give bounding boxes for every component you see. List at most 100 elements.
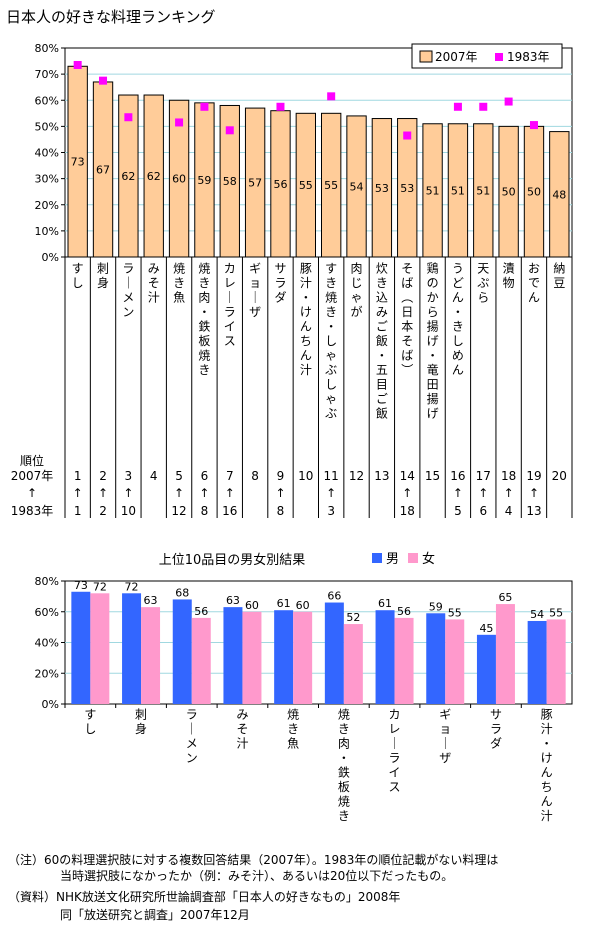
bar-value-label: 55 [324,179,338,192]
bar-male [274,610,294,704]
rank-1983: 8 [201,504,209,518]
category-label: すき焼き・しゃぶしゃぶ [325,262,337,421]
y-tick-label: 20% [35,199,59,212]
bar-2007 [473,123,494,258]
bar-male [122,593,142,704]
rank-2007: 8 [251,469,259,483]
bar-value-label: 54 [530,608,544,621]
marker-1983 [73,60,82,69]
rank-arrow: ↑ [504,486,514,500]
bar-value-label: 51 [451,184,465,197]
marker-1983 [479,102,488,111]
bar-value-label: 50 [527,186,541,199]
bar-value-label: 67 [96,163,110,176]
y-tick-label: 30% [35,173,59,186]
rank-header: ↑ [27,486,37,500]
rank-2007: 20 [552,469,567,483]
bar-2007 [498,125,519,258]
bar-female [343,624,363,704]
rank-1983: 18 [400,504,415,518]
category-label: 炊き込みご飯・五目ご飯 [376,262,388,421]
bar-value-label: 53 [400,182,414,195]
rank-1983: 6 [479,504,487,518]
category-label: 焼き肉・鉄板焼き [338,708,350,824]
bar-value-label: 63 [226,594,240,607]
legend-label-2007: 2007年 [435,50,478,64]
bar-value-label: 58 [223,175,237,188]
category-label: ラ｜メン [186,708,198,766]
rank-2007: 7 [226,469,234,483]
legend: 男女 [372,551,435,567]
rank-2007: 5 [175,469,183,483]
bar-value-label: 72 [93,580,107,593]
rank-1983: 2 [99,504,107,518]
category-label: 納豆 [553,262,565,291]
category-label: みそ汁 [148,262,160,305]
source-prefix: （資料） [8,890,57,904]
rank-2007: 18 [501,469,516,483]
bar-female [191,617,211,704]
rank-header: 2007年 [11,469,54,483]
bar-female [495,604,515,704]
marker-1983 [124,113,133,122]
rank-1983: 1 [74,504,82,518]
rank-2007: 1 [74,469,82,483]
rank-arrow: ↑ [478,486,488,500]
source-line2: 同「放送研究と調査」2007年12月 [60,908,250,922]
bar-value-label: 68 [175,586,189,599]
rank-arrow: ↑ [174,486,184,500]
rank-2007: 9 [277,469,285,483]
rank-2007: 17 [476,469,491,483]
rank-2007: 10 [298,469,313,483]
gender-chart: 上位10品目の男女別結果男女0%20%40%60%80% 73 72すし7263刺身… [35,551,573,824]
marker-1983 [200,102,209,111]
y-tick-label: 60% [35,94,59,107]
rank-2007: 15 [425,469,440,483]
bar-value-label: 61 [378,597,392,610]
note-1-cont: 当時選択肢になかったか（例：みそ汁）、あるいは20位以下だったもの。 [60,868,453,884]
rank-2007: 6 [201,469,209,483]
chart-title: 上位10品目の男女別結果 [159,552,306,568]
category-label: サラダ [490,708,502,751]
bar-value-label: 51 [476,184,490,197]
bar-2007 [371,118,393,258]
bar-value-label: 61 [277,597,291,610]
legend-box [411,43,563,69]
rank-1983: 3 [327,504,335,518]
bar-value-label: 45 [479,622,493,635]
category-label: 鶏のから揚げ・竜田揚げ [427,262,439,421]
bar-female [546,619,566,704]
bar-male [172,599,192,704]
bar-value-label: 62 [121,170,135,183]
bar-male [375,610,395,704]
rank-arrow: ↑ [199,486,209,500]
bar-male [527,620,547,704]
category-label: 豚汁・けんちん汁 [541,708,553,824]
marker-1983 [403,131,412,140]
bar-2007 [143,94,164,258]
legend-label-female: 女 [422,551,435,567]
category-label: 肉じゃが [351,262,363,320]
rank-arrow: ↑ [73,486,83,500]
marker-1983 [175,118,184,127]
y-tick-label: 10% [35,225,59,238]
rank-2007: 19 [526,469,541,483]
bar-2007 [346,115,367,258]
category-label: すし [72,262,84,291]
rank-2007: 14 [400,469,415,483]
rank-2007: 3 [125,469,133,483]
bar-2007 [219,104,240,258]
rank-2007: 12 [349,469,364,483]
rank-2007: 4 [150,469,158,483]
bar-2007 [244,107,266,258]
y-tick-label: 20% [35,667,59,680]
category-label: そば︵日本そば︶ [401,262,413,378]
bar-value-label: 55 [448,606,462,619]
bar-value-label: 60 [172,173,186,186]
bar-value-label: 66 [327,590,341,603]
marker-1983 [529,121,538,130]
category-label: 漬物 [503,261,515,291]
bar-2007 [397,118,418,258]
marker-1983 [225,126,234,135]
y-tick-label: 0% [42,251,59,264]
